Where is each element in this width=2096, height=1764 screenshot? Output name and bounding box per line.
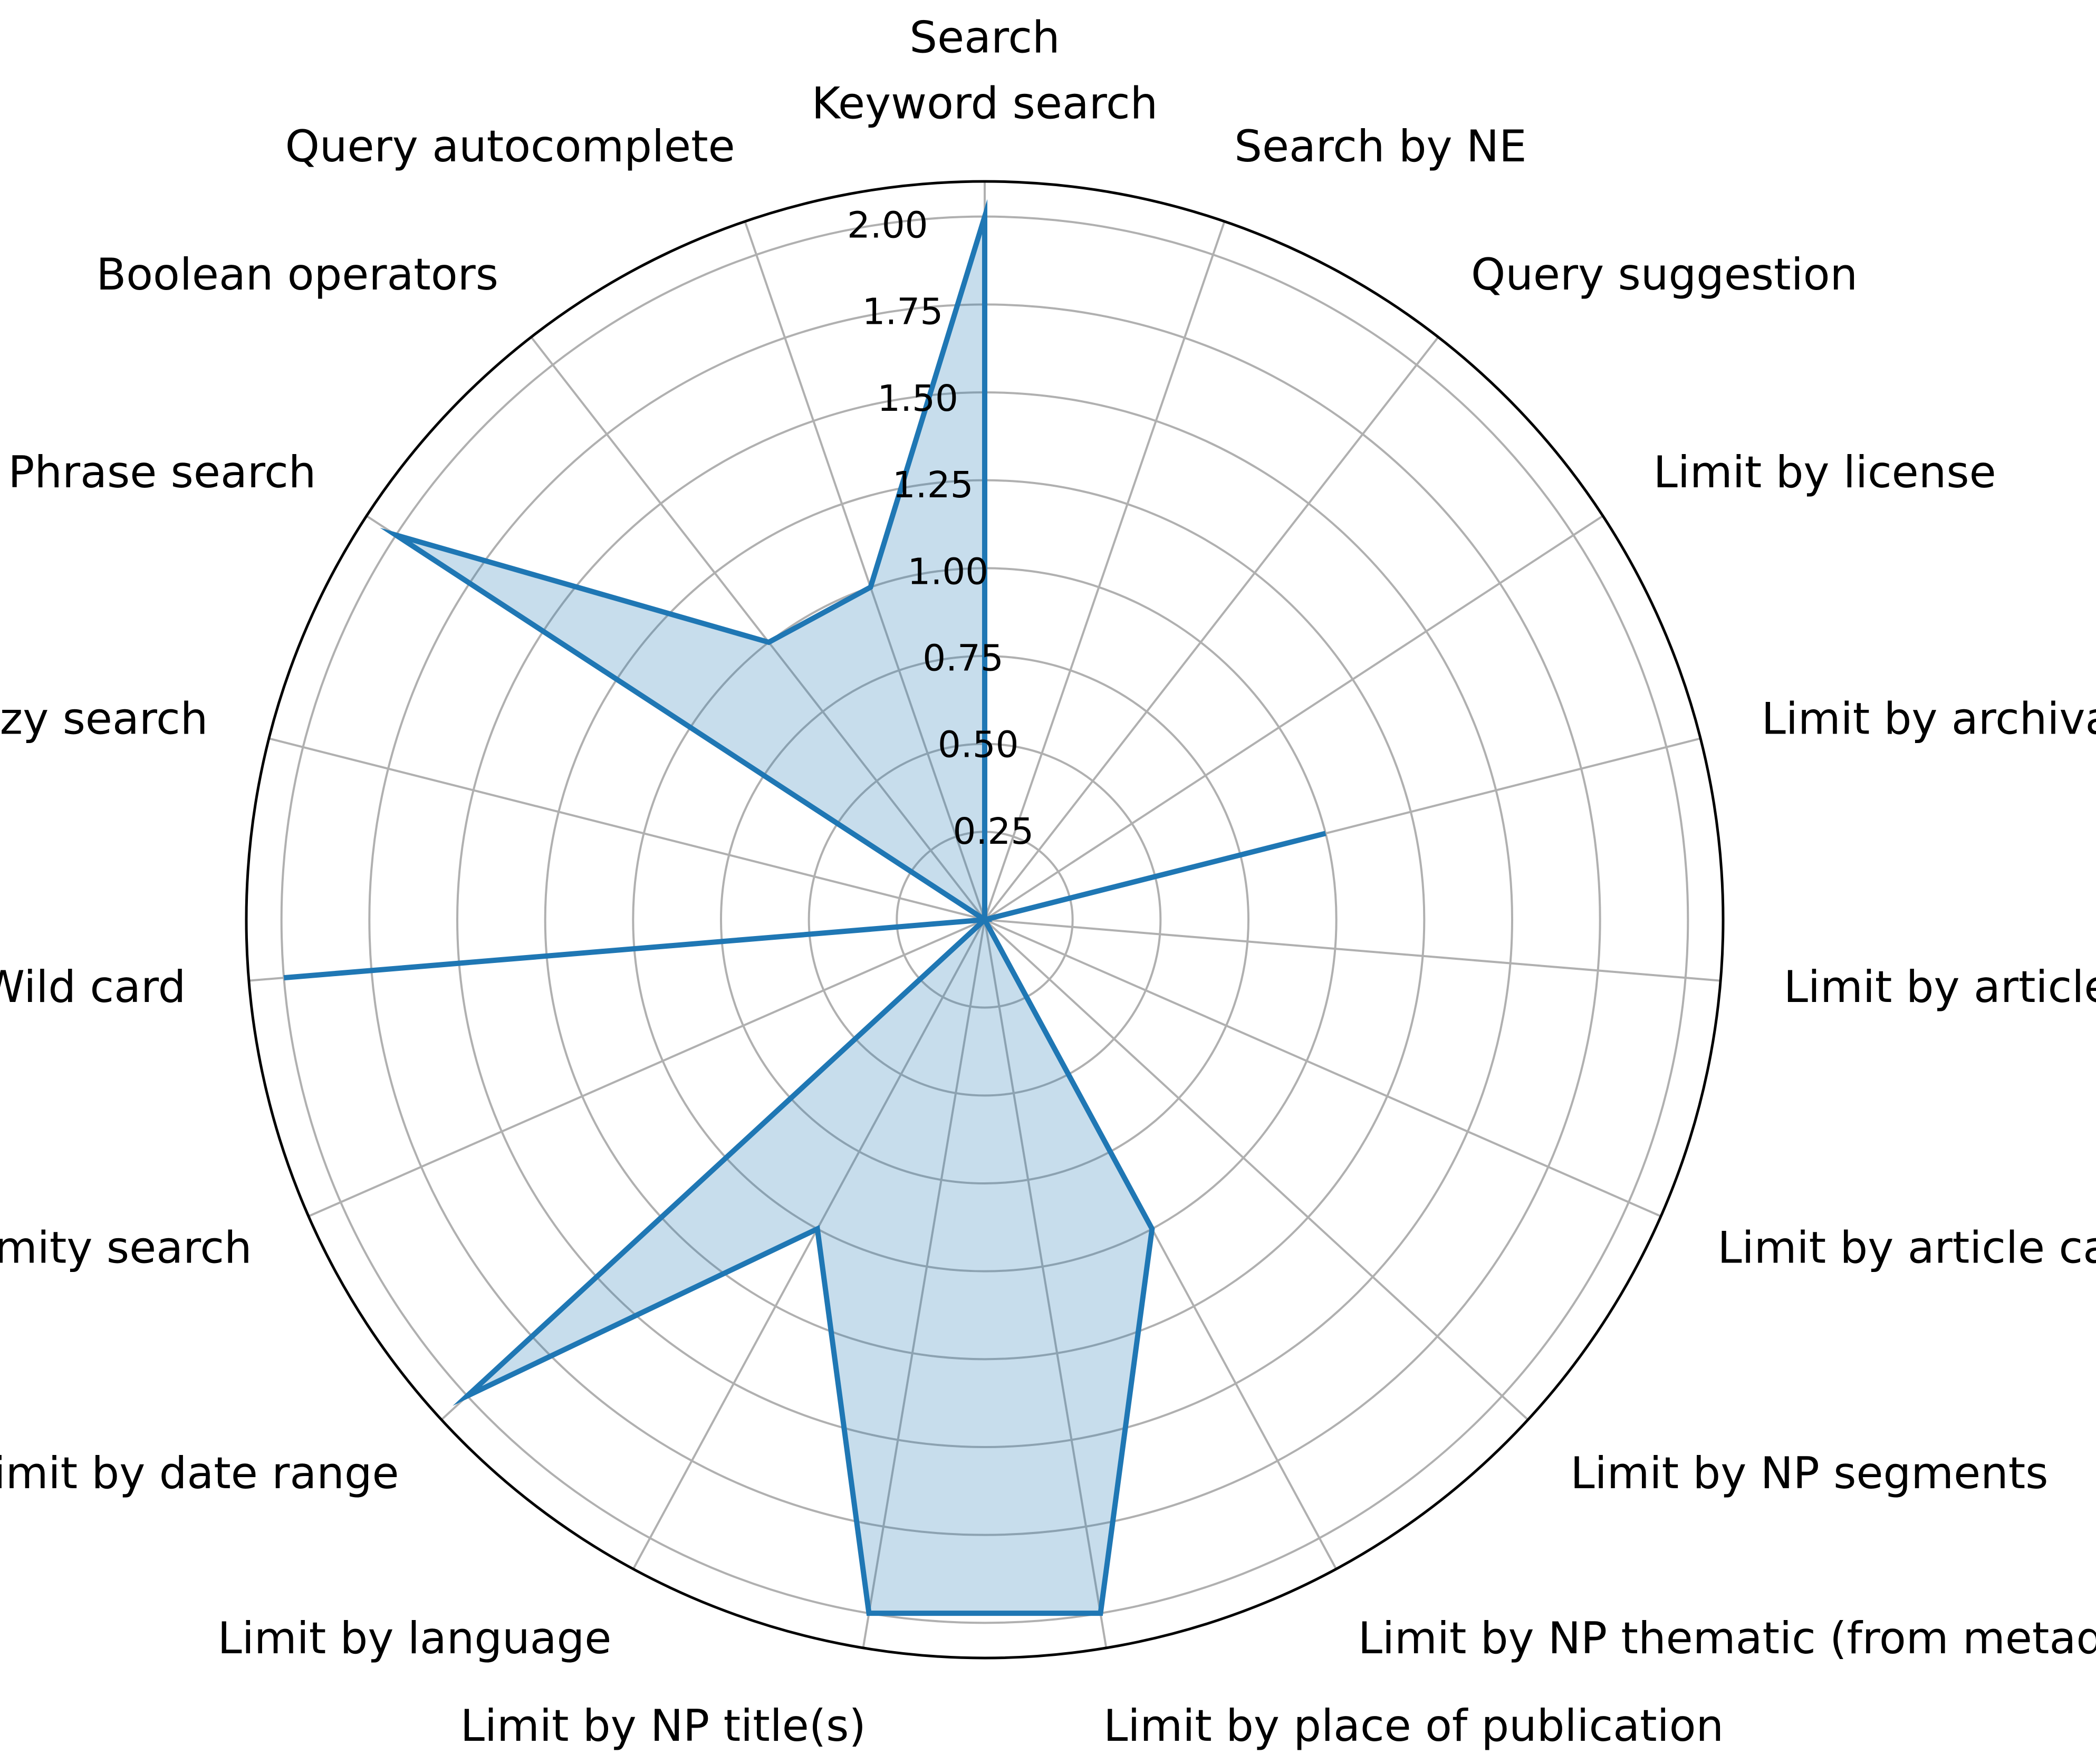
category-label-line: Limit by language <box>218 1613 612 1664</box>
category-label-line: Boolean operators <box>96 249 498 300</box>
category-label-0: Search Keyword search <box>812 12 1158 129</box>
category-label-11: Limit by language <box>218 1613 612 1664</box>
category-label-3: Limit by license <box>1653 447 1996 498</box>
polar-frame <box>245 180 1725 1660</box>
category-label-line: Keyword search <box>812 78 1158 129</box>
category-label-13: Proximity search <box>0 1222 252 1274</box>
spoke-line-3 <box>984 515 1604 921</box>
category-label-14: Wild card <box>0 961 186 1013</box>
category-label-1: Search by NE <box>1234 121 1526 172</box>
category-label-18: Query autocomplete <box>285 121 735 172</box>
category-label-line: Limit by license <box>1653 447 1996 498</box>
category-label-4: Limit by archival holder <box>1762 693 2096 745</box>
category-label-line: Limit by article length <box>1784 961 2096 1013</box>
spoke-line-5 <box>984 919 1721 982</box>
category-label-10: Limit by NP title(s) <box>460 1700 866 1751</box>
category-label-9: Limit by place of publication <box>1103 1700 1724 1751</box>
r-tick-label-3: 1.00 <box>908 551 989 593</box>
category-label-line: Query suggestion <box>1471 249 1858 300</box>
category-label-line: Phrase search <box>8 447 316 498</box>
spoke-line-1 <box>984 221 1226 920</box>
r-tick-label-6: 1.75 <box>862 291 944 333</box>
category-label-12: Limit by date range <box>0 1448 399 1499</box>
category-label-line: Limit by NP segments <box>1570 1448 2048 1499</box>
spoke-line-18 <box>744 221 986 920</box>
label-layer: Search Keyword search Search by NE Query su… <box>0 12 2096 1751</box>
r-tick-label-7: 2.00 <box>847 205 928 247</box>
category-label-line: Proximity search <box>0 1222 252 1274</box>
spoke-line-2 <box>984 336 1439 921</box>
category-label-15: Fuzzy search <box>0 693 208 745</box>
spoke-line-6 <box>984 919 1661 1218</box>
category-label-line: Limit by NP thematic (from metadata) <box>1358 1613 2096 1664</box>
spoke-line-9 <box>984 919 1108 1649</box>
spoke-line-11 <box>632 919 986 1570</box>
category-label-6: Limit by article category <box>1717 1222 2096 1274</box>
category-label-16: Phrase search <box>8 447 316 498</box>
category-label-8: Limit by NP thematic (from metadata) <box>1358 1613 2096 1664</box>
category-label-line: Fuzzy search <box>0 693 208 745</box>
category-label-5: Limit by article length <box>1784 961 2096 1013</box>
r-tick-label-1: 0.50 <box>938 724 1019 766</box>
spoke-line-7 <box>984 919 1529 1421</box>
r-tick-label-2: 0.75 <box>922 637 1004 679</box>
tick-layer: 0.25 0.50 0.75 1.00 1.25 1.50 1.75 2.00 <box>847 205 1034 853</box>
category-label-17: Boolean operators <box>96 249 498 300</box>
category-label-2: Query suggestion <box>1471 249 1858 300</box>
spoke-line-15 <box>268 737 985 921</box>
category-label-line: Limit by NP title(s) <box>460 1700 866 1751</box>
series-fill-0 <box>284 216 1326 1614</box>
category-label-7: Limit by NP segments <box>1570 1448 2048 1499</box>
category-label-line: Wild card <box>0 961 186 1013</box>
category-label-line: Search by NE <box>1234 121 1526 172</box>
r-tick-label-4: 1.25 <box>892 464 974 506</box>
category-label-line: Limit by date range <box>0 1448 399 1499</box>
r-tick-label-5: 1.50 <box>877 378 958 420</box>
spoke-line-10 <box>862 919 986 1649</box>
category-label-line: Query autocomplete <box>285 121 735 172</box>
data-layer <box>283 199 1326 1616</box>
spoke-line-17 <box>530 336 986 921</box>
r-tick-label-0: 0.25 <box>953 811 1034 853</box>
category-label-line: Search <box>909 12 1060 63</box>
series-line-0 <box>283 199 1326 1616</box>
spoke-line-13 <box>308 919 985 1218</box>
category-label-line: Limit by article category <box>1717 1222 2096 1274</box>
category-label-line: Limit by place of publication <box>1103 1700 1724 1751</box>
category-label-line: Limit by archival holder <box>1762 693 2096 745</box>
